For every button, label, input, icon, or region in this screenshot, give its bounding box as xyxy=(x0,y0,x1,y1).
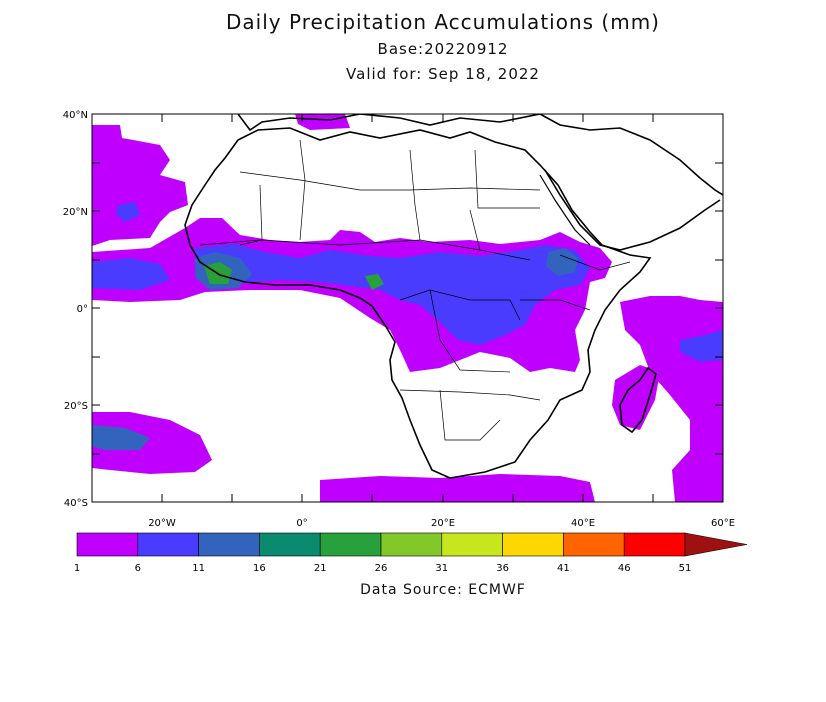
lat-label-20n: 20°N xyxy=(63,207,88,218)
precip-medium-east-ocean xyxy=(680,330,723,362)
country-borders xyxy=(199,139,631,441)
scale-swatch xyxy=(319,532,382,557)
lon-label-20e: 20°E xyxy=(431,518,455,529)
border-central xyxy=(429,289,511,373)
scale-label: 46 xyxy=(618,563,631,574)
scale-label: 1 xyxy=(74,563,80,574)
scale-swatch xyxy=(137,532,199,557)
precip-area-northwest xyxy=(92,125,188,246)
lat-label-0: 0° xyxy=(77,304,88,315)
color-scale xyxy=(76,532,748,557)
scale-label: 6 xyxy=(135,563,141,574)
coastlines xyxy=(184,114,723,479)
precip-medium-central xyxy=(195,244,590,345)
precip-heavy-ethiopia xyxy=(546,248,578,276)
scale-label: 26 xyxy=(375,563,388,574)
border-southern xyxy=(399,389,541,401)
scale-label: 31 xyxy=(435,563,448,574)
scale-arrow xyxy=(684,532,748,557)
base-date: Base:20220912 xyxy=(377,40,509,58)
madagascar-outline xyxy=(619,366,657,434)
scale-label: 51 xyxy=(679,563,692,574)
lon-label-20w: 20°W xyxy=(148,518,176,529)
precip-medium-southwest xyxy=(92,425,150,450)
lon-label-60e: 60°E xyxy=(711,518,735,529)
scale-label: 21 xyxy=(314,563,327,574)
scale-swatch xyxy=(502,532,564,557)
arabia-coast xyxy=(544,169,721,251)
scale-swatch xyxy=(259,532,321,557)
border-libya xyxy=(409,149,421,241)
precip-medium-west xyxy=(92,258,170,290)
scale-label: 16 xyxy=(253,563,266,574)
lon-label-0: 0° xyxy=(296,518,307,529)
lat-label-40s: 40°S xyxy=(64,498,88,509)
precip-area-madagascar xyxy=(612,365,660,430)
scale-swatch xyxy=(198,532,260,557)
africa-coastline xyxy=(184,127,652,479)
border-east-africa xyxy=(520,299,591,311)
lat-label-20s: 20°S xyxy=(64,401,88,412)
scale-label: 41 xyxy=(557,563,570,574)
precip-area-southwest xyxy=(92,412,212,474)
scale-swatch xyxy=(623,532,686,557)
border-sahara xyxy=(239,171,541,191)
border-egypt xyxy=(474,149,540,209)
scale-swatch xyxy=(380,532,443,557)
scale-swatch xyxy=(76,532,139,557)
scale-swatch xyxy=(563,532,625,557)
lat-label-40n: 40°N xyxy=(63,110,88,121)
valid-date: Valid for: Sep 18, 2022 xyxy=(346,65,540,83)
europe-coast xyxy=(237,114,723,196)
color-scale-labels: 1 6 11 16 21 26 31 36 41 46 51 xyxy=(74,563,692,574)
border-sahel-line xyxy=(199,239,481,251)
lon-label-40e: 40°E xyxy=(571,518,595,529)
scale-label: 11 xyxy=(192,563,205,574)
precip-medium-nw-spot xyxy=(116,202,140,222)
map-title: Daily Precipitation Accumulations (mm) xyxy=(226,10,660,34)
border-north-south xyxy=(299,139,306,241)
border-horn xyxy=(559,254,631,271)
scale-swatch xyxy=(441,532,503,557)
precip-heavy-cameroon xyxy=(365,274,384,290)
data-source: Data Source: ECMWF xyxy=(360,582,526,598)
red-sea-coast xyxy=(539,174,591,246)
scale-label: 36 xyxy=(496,563,509,574)
precip-area-south xyxy=(320,474,595,502)
border-namibia xyxy=(439,389,501,441)
axis-ticks xyxy=(92,114,723,502)
border-congo xyxy=(399,289,521,321)
